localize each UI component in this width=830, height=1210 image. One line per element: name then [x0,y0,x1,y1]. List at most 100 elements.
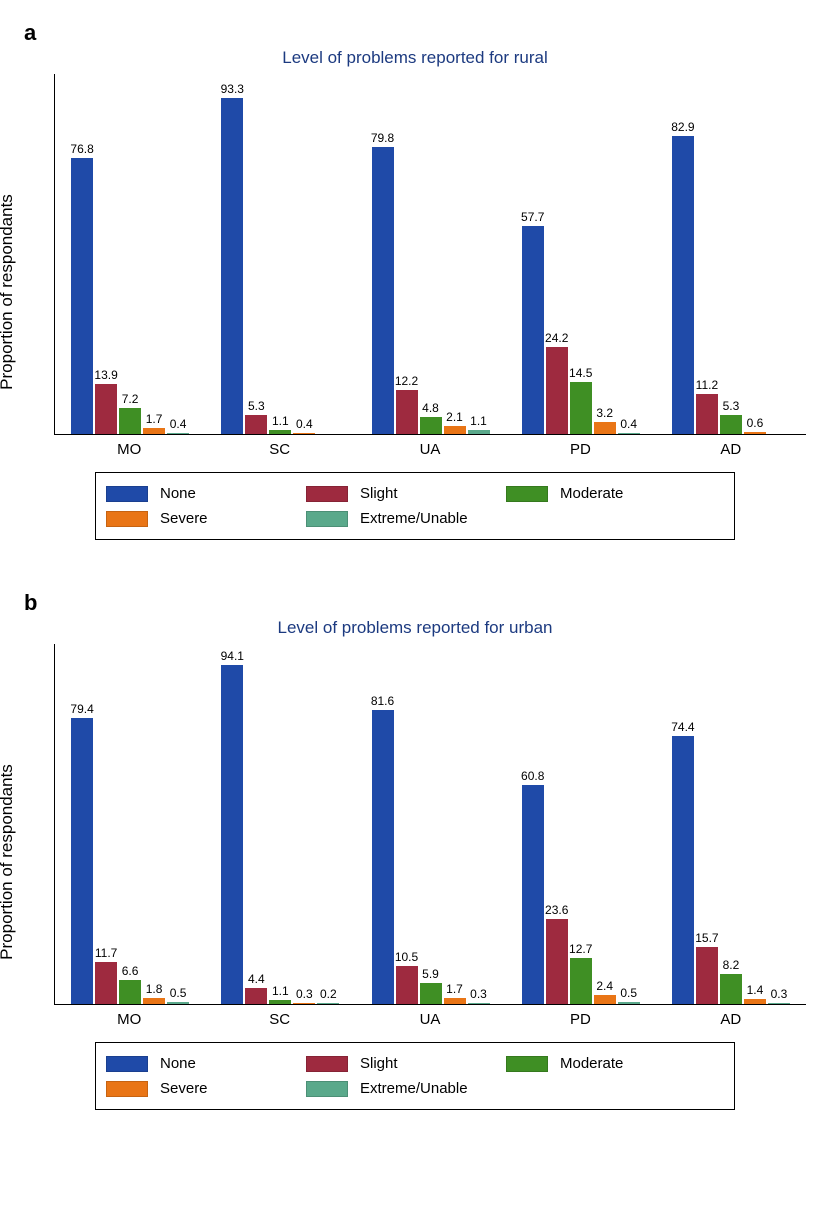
bar-value-label: 12.7 [569,942,592,956]
bar [293,433,315,434]
bar-moderate: 12.7 [570,942,592,1004]
bar-value-label: 7.2 [122,392,139,406]
bar [594,422,616,434]
bar [372,147,394,434]
bar-value-label: 79.4 [70,702,93,716]
bar-value-label: 1.1 [272,414,289,428]
bar [71,158,93,434]
ylabel: Proportion of respondants [0,194,17,390]
bar-value-label: 5.3 [248,399,265,413]
bar-value-label: 0.3 [771,987,788,1001]
bar-value-label: 4.8 [422,401,439,415]
bar [221,665,243,1004]
bar-value-label: 8.2 [723,958,740,972]
bar-value-label: 82.9 [671,120,694,134]
bar [143,998,165,1004]
legend-label: Severe [160,1080,208,1097]
legend-swatch [306,511,348,527]
bar [167,1002,189,1004]
bar-group: 79.411.76.61.80.5 [55,644,205,1004]
bar-value-label: 5.3 [723,399,740,413]
bar-value-label: 0.4 [170,417,187,431]
bar [468,1003,490,1004]
legend-item-moderate: Moderate [506,1055,706,1072]
bar-slight: 15.7 [696,931,718,1004]
bar-severe: 1.7 [143,412,165,434]
bar [372,710,394,1004]
bar [570,382,592,434]
bar-severe: 2.1 [444,410,466,434]
xtick-label: SC [204,1005,354,1028]
bar-severe: 0.4 [293,417,315,434]
bar [522,226,544,434]
bar-slight: 12.2 [396,374,418,434]
bar [768,1003,790,1004]
chart-frame: Proportion of respondants79.411.76.61.80… [24,644,806,1110]
xtick-labels: MOSCUAPDAD [54,435,806,458]
bar-group: 74.415.78.21.40.3 [656,644,806,1004]
legend-item-extreme: Extreme/Unable [306,510,506,527]
bar [672,736,694,1004]
bar-none: 79.4 [71,702,93,1004]
legend-swatch [306,486,348,502]
bar [744,999,766,1004]
legend-label: None [160,1055,196,1072]
bar-value-label: 23.6 [545,903,568,917]
bar [119,980,141,1004]
legend-item-slight: Slight [306,1055,506,1072]
xtick-label: MO [54,435,204,458]
bar-moderate: 5.3 [720,399,742,434]
bar-extreme: 1.1 [468,414,490,434]
legend-label: Extreme/Unable [360,1080,468,1097]
chart-title: Level of problems reported for rural [24,48,806,68]
legend-label: Severe [160,510,208,527]
legend-swatch [306,1081,348,1097]
bar [269,1000,291,1004]
bar-extreme: 0.5 [167,986,189,1004]
bar-moderate: 8.2 [720,958,742,1004]
bar-value-label: 76.8 [70,142,93,156]
bar-value-label: 10.5 [395,950,418,964]
bar-group: 93.3 5.3 1.1 0.4 [205,74,355,434]
bar-value-label: 0.3 [470,987,487,1001]
bar-value-label: 0.3 [296,987,313,1001]
bar-value-label: 1.1 [470,414,487,428]
legend-swatch [106,1056,148,1072]
bar-value-label: 3.2 [596,406,613,420]
legend-label: None [160,485,196,502]
bar [618,433,640,434]
bar-none: 82.9 [672,120,694,434]
bar-value-label: 0.5 [170,986,187,1000]
bar-value-label: 57.7 [521,210,544,224]
panel-label: b [24,590,806,616]
xtick-label: AD [656,435,806,458]
xtick-label: UA [355,1005,505,1028]
bar-none: 57.7 [522,210,544,434]
bar [221,98,243,434]
legend-swatch [506,1056,548,1072]
bar-extreme: 0.4 [618,417,640,434]
bar [618,1002,640,1004]
bar-group: 81.610.55.91.70.3 [355,644,505,1004]
bar [522,785,544,1004]
bar-value-label: 74.4 [671,720,694,734]
bar-severe: 1.7 [444,982,466,1004]
bar [245,415,267,434]
bar [245,988,267,1004]
bar-none: 79.8 [372,131,394,434]
bar [317,1003,339,1004]
bar [119,408,141,434]
bar-value-label: 1.1 [272,984,289,998]
bar [744,432,766,434]
ylabel-wrap: Proportion of respondants [0,644,22,1080]
bar-moderate: 14.5 [570,366,592,434]
panel-label: a [24,20,806,46]
bar-severe: 0.3 [293,987,315,1004]
xtick-label: SC [204,435,354,458]
bar [696,947,718,1004]
bar [594,995,616,1004]
bar [143,428,165,434]
bar-value-label: 93.3 [221,82,244,96]
ylabel-wrap: Proportion of respondants [0,74,22,510]
xtick-label: MO [54,1005,204,1028]
